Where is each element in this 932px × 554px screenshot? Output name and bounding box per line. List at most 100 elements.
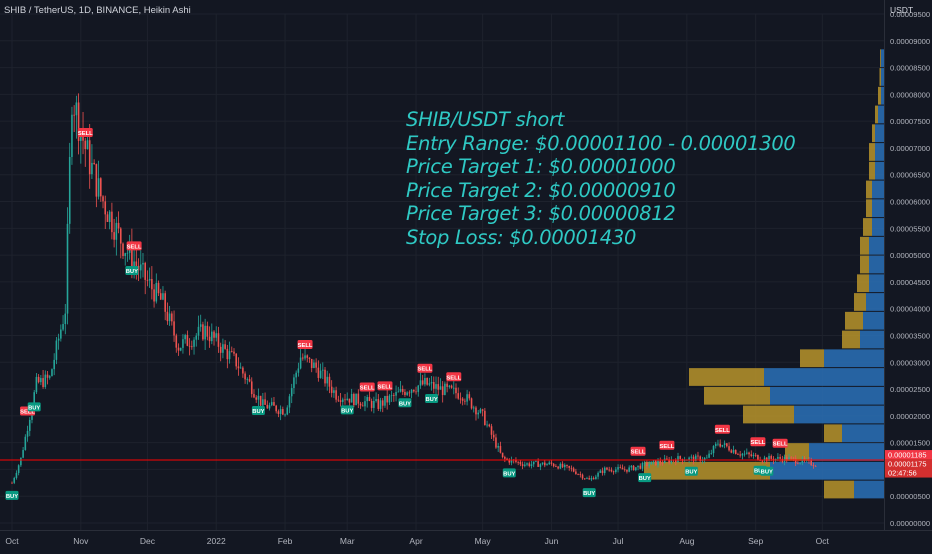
candle-body [566,465,568,466]
candle-body [193,340,195,347]
candle-body [802,459,804,463]
price-tick-label: 0.00005500 [890,224,930,233]
volume-profile-down [875,106,878,124]
candle-body [646,463,648,466]
volume-profile-down [857,274,869,292]
candle-body [662,463,664,464]
candle-body [762,461,764,462]
candle-body [56,341,58,360]
candle-body [362,405,364,406]
volume-profile-down [866,181,872,199]
candle-body [102,196,104,201]
candle-body [109,212,111,222]
candle-body [495,437,497,447]
candle-body [89,140,91,174]
candle-body [262,399,264,405]
candle-body [631,466,633,468]
candle-body [249,379,251,381]
candle-body [111,212,113,232]
candle-body [29,420,31,431]
candle-body [790,457,792,458]
price-label-text: 0.00001185 [888,451,927,460]
candle-body [393,395,395,396]
volume-profile-up [875,162,884,180]
candle-body [313,363,315,368]
candle-body [395,392,397,396]
signal-label: BUY [126,269,138,275]
volume-profile-down [854,293,866,311]
candle-body [446,384,448,387]
time-tick-label: Feb [278,536,293,546]
candle-body [477,413,479,415]
candle-body [524,465,526,466]
candle-body [586,478,588,479]
candle-body [175,336,177,348]
candle-body [417,386,419,392]
candle-body [522,464,524,466]
candle-body [295,373,297,378]
candle-body [187,335,189,346]
candle-body [247,379,249,380]
candle-body [40,378,42,382]
candle-body [293,377,295,388]
candle-body [777,457,779,459]
candle-body [577,474,579,475]
candle-body [453,388,455,389]
candle-body [36,377,38,392]
candle-body [324,370,326,384]
candle-body [526,463,528,464]
volume-profile-up [770,462,884,480]
candle-body [202,324,204,339]
volume-profile-down [866,199,872,217]
candle-body [53,360,55,369]
volume-profile-up [770,387,884,405]
candle-body [127,253,129,254]
price-tick-label: 0.00006500 [890,171,930,180]
candle-body [191,346,193,347]
candle-body [411,390,413,393]
candle-body [644,463,646,464]
time-tick-label: Oct [5,536,19,546]
candle-body [235,354,237,367]
candle-body [502,453,504,457]
annotation-line: Stop Loss: $0.00001430 [406,226,796,250]
candle-body [437,384,439,390]
volume-profile-down [872,124,875,142]
candle-body [622,468,624,470]
candle-body [728,446,730,450]
candle-body [568,466,570,468]
candle-body [475,408,477,415]
volume-profile-down [863,218,872,236]
candle-body [355,394,357,406]
candle-body [409,393,411,394]
candle-body [531,464,533,466]
candle-body [344,399,346,400]
volume-profile-down [880,68,882,86]
candle-body [113,232,115,240]
candle-body [302,358,304,359]
candle-body [489,425,491,427]
candle-body [404,392,406,395]
price-tick-label: 0.00003500 [890,331,930,340]
candle-body [469,394,471,398]
annotation-line: Price Target 1: $0.00001000 [406,155,796,179]
candle-body [289,396,291,407]
price-tick-label: 0.00000000 [890,519,930,528]
candle-body [535,461,537,462]
candle-body [360,404,362,406]
time-tick-label: May [475,536,492,546]
candle-body [309,358,311,359]
volume-profile-down [689,368,764,386]
candle-body [162,293,164,299]
candle-body [444,384,446,395]
candle-body [382,400,384,405]
candle-body [735,450,737,454]
candle-body [637,466,639,468]
candle-body [413,390,415,392]
axis-unit-label: USDT [890,5,913,15]
candle-body [719,444,721,447]
signal-label: BUY [761,470,773,476]
candle-body [378,399,380,409]
